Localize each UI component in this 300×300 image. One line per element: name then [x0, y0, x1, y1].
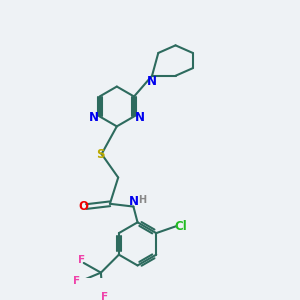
Text: F: F [73, 276, 80, 286]
Text: N: N [135, 111, 145, 124]
Text: N: N [88, 111, 98, 124]
Text: H: H [138, 195, 146, 205]
Text: F: F [101, 292, 109, 300]
Text: N: N [146, 75, 157, 88]
Text: O: O [78, 200, 88, 213]
Text: Cl: Cl [174, 220, 187, 233]
Text: F: F [78, 255, 85, 265]
Text: S: S [96, 148, 104, 161]
Text: N: N [128, 195, 138, 208]
